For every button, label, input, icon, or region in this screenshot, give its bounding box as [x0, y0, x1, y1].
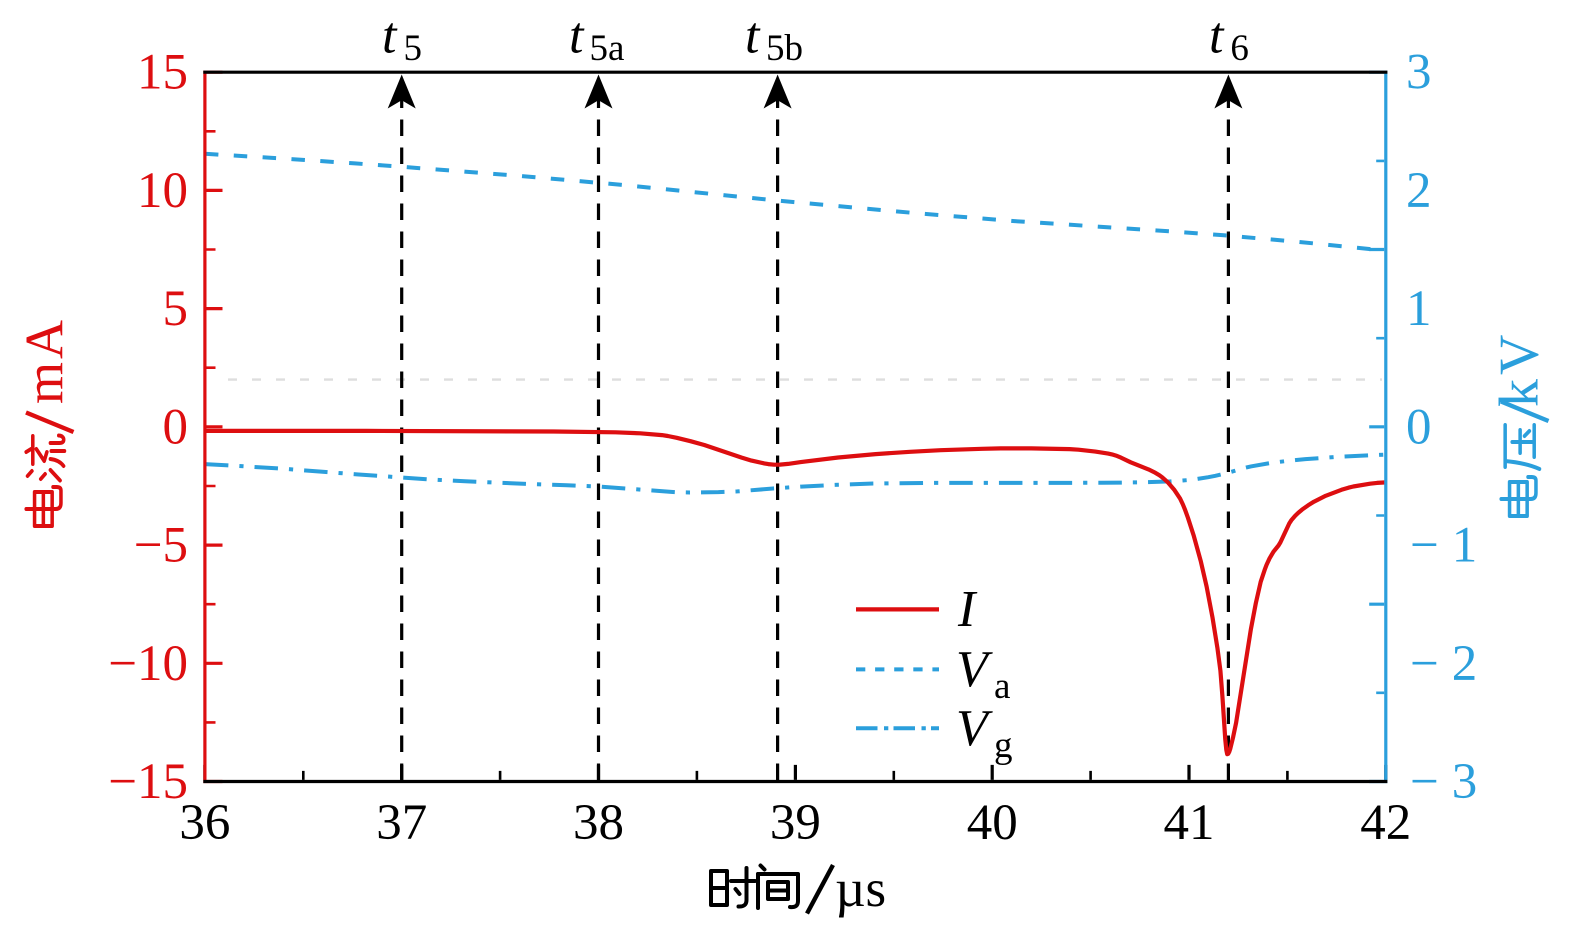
svg-text:5a: 5a [590, 28, 625, 69]
svg-text:42: 42 [1360, 795, 1411, 851]
svg-text:V: V [956, 700, 993, 757]
svg-text:10: 10 [137, 163, 188, 219]
svg-text:t: t [1209, 7, 1225, 64]
svg-text:a: a [994, 666, 1010, 707]
svg-text:−5: −5 [134, 518, 188, 574]
svg-text:µs: µs [835, 860, 886, 918]
svg-text:kV: kV [1489, 331, 1551, 407]
svg-text:5b: 5b [766, 28, 803, 69]
svg-text:−3: −3 [1410, 754, 1477, 810]
svg-text:0: 0 [1406, 399, 1432, 455]
svg-text:mA: mA [15, 317, 75, 404]
svg-text:I: I [957, 581, 978, 638]
svg-text:2: 2 [1406, 163, 1432, 219]
svg-text:−15: −15 [108, 754, 188, 810]
svg-text:3: 3 [1406, 45, 1432, 101]
svg-text:41: 41 [1164, 795, 1215, 851]
svg-text:5: 5 [163, 281, 189, 337]
svg-text:V: V [956, 641, 993, 698]
svg-text:t: t [382, 7, 398, 64]
svg-text:1: 1 [1406, 281, 1432, 337]
svg-text:40: 40 [967, 795, 1018, 851]
svg-text:39: 39 [770, 795, 821, 851]
svg-text:36: 36 [179, 795, 230, 851]
svg-text:t: t [569, 7, 585, 64]
svg-text:g: g [994, 725, 1013, 766]
svg-text:0: 0 [163, 399, 189, 455]
svg-text:37: 37 [376, 795, 427, 851]
svg-text:t: t [745, 7, 761, 64]
svg-text:38: 38 [573, 795, 624, 851]
svg-text:5: 5 [404, 28, 423, 69]
svg-text:6: 6 [1230, 28, 1249, 69]
svg-text:−10: −10 [108, 636, 188, 692]
svg-text:15: 15 [137, 45, 188, 101]
svg-text:−2: −2 [1410, 636, 1477, 692]
svg-text:−1: −1 [1410, 518, 1477, 574]
